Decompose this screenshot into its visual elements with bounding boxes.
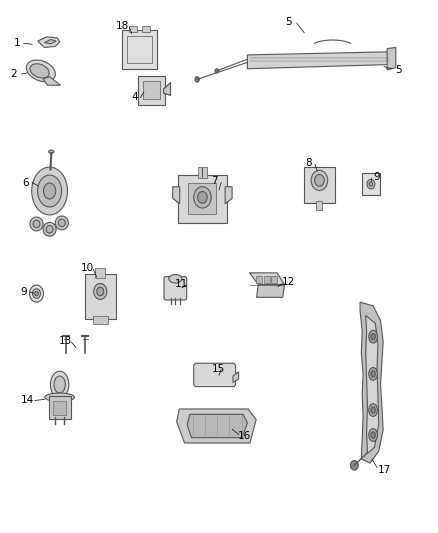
Ellipse shape bbox=[55, 216, 68, 230]
FancyBboxPatch shape bbox=[53, 401, 66, 415]
Text: 8: 8 bbox=[305, 158, 312, 168]
FancyBboxPatch shape bbox=[138, 76, 165, 106]
Text: 5: 5 bbox=[286, 17, 292, 27]
Polygon shape bbox=[360, 302, 383, 463]
Ellipse shape bbox=[371, 334, 375, 340]
Circle shape bbox=[215, 69, 219, 73]
FancyBboxPatch shape bbox=[362, 173, 380, 195]
FancyBboxPatch shape bbox=[271, 276, 277, 283]
Ellipse shape bbox=[32, 167, 67, 215]
Ellipse shape bbox=[43, 183, 56, 199]
Text: 17: 17 bbox=[378, 465, 391, 474]
Polygon shape bbox=[257, 285, 285, 297]
Ellipse shape bbox=[58, 219, 65, 227]
Ellipse shape bbox=[369, 330, 378, 343]
Text: 18: 18 bbox=[116, 21, 129, 31]
Ellipse shape bbox=[314, 174, 324, 186]
FancyBboxPatch shape bbox=[49, 395, 71, 419]
Text: 9: 9 bbox=[374, 172, 380, 182]
Polygon shape bbox=[173, 187, 180, 204]
Polygon shape bbox=[187, 414, 247, 438]
Polygon shape bbox=[387, 47, 396, 70]
FancyBboxPatch shape bbox=[122, 30, 157, 69]
Polygon shape bbox=[366, 316, 379, 454]
Ellipse shape bbox=[94, 284, 107, 300]
Text: 9: 9 bbox=[20, 287, 27, 297]
Ellipse shape bbox=[369, 368, 378, 380]
Ellipse shape bbox=[371, 407, 375, 413]
Ellipse shape bbox=[311, 170, 328, 190]
FancyBboxPatch shape bbox=[304, 167, 335, 203]
Polygon shape bbox=[44, 39, 56, 44]
FancyBboxPatch shape bbox=[178, 175, 227, 223]
Ellipse shape bbox=[46, 225, 53, 233]
Ellipse shape bbox=[371, 370, 375, 377]
FancyBboxPatch shape bbox=[316, 201, 322, 209]
Ellipse shape bbox=[43, 222, 56, 236]
Ellipse shape bbox=[49, 150, 54, 154]
Ellipse shape bbox=[26, 60, 55, 82]
Polygon shape bbox=[225, 187, 232, 204]
FancyBboxPatch shape bbox=[143, 81, 159, 99]
Polygon shape bbox=[38, 37, 60, 47]
Polygon shape bbox=[233, 372, 239, 382]
Text: 4: 4 bbox=[132, 92, 138, 102]
Ellipse shape bbox=[369, 429, 378, 441]
Text: 12: 12 bbox=[281, 278, 295, 287]
Ellipse shape bbox=[35, 292, 38, 296]
FancyBboxPatch shape bbox=[264, 276, 270, 283]
FancyBboxPatch shape bbox=[256, 276, 262, 283]
Circle shape bbox=[350, 461, 358, 470]
Text: 11: 11 bbox=[175, 279, 188, 288]
FancyBboxPatch shape bbox=[194, 364, 236, 386]
FancyBboxPatch shape bbox=[142, 26, 150, 32]
Polygon shape bbox=[250, 273, 285, 285]
Ellipse shape bbox=[198, 191, 207, 203]
Ellipse shape bbox=[50, 371, 69, 398]
Ellipse shape bbox=[369, 182, 373, 186]
Ellipse shape bbox=[369, 403, 378, 416]
Ellipse shape bbox=[30, 64, 49, 78]
Ellipse shape bbox=[30, 217, 43, 231]
Polygon shape bbox=[177, 409, 256, 443]
Text: 10: 10 bbox=[81, 263, 94, 272]
FancyBboxPatch shape bbox=[188, 182, 216, 214]
Text: 6: 6 bbox=[23, 177, 29, 188]
FancyBboxPatch shape bbox=[198, 167, 207, 177]
FancyBboxPatch shape bbox=[95, 268, 106, 278]
Text: 2: 2 bbox=[11, 69, 17, 79]
Ellipse shape bbox=[33, 220, 40, 228]
Text: 16: 16 bbox=[238, 431, 251, 441]
Text: 7: 7 bbox=[211, 176, 218, 187]
FancyBboxPatch shape bbox=[85, 274, 116, 319]
FancyBboxPatch shape bbox=[93, 317, 108, 324]
Polygon shape bbox=[43, 77, 60, 85]
Ellipse shape bbox=[29, 285, 43, 302]
FancyBboxPatch shape bbox=[164, 277, 187, 300]
Ellipse shape bbox=[32, 289, 40, 298]
Ellipse shape bbox=[169, 274, 182, 283]
Polygon shape bbox=[247, 52, 394, 69]
Polygon shape bbox=[163, 83, 170, 95]
Ellipse shape bbox=[54, 376, 65, 393]
FancyBboxPatch shape bbox=[129, 26, 137, 32]
Text: 1: 1 bbox=[14, 38, 21, 48]
Ellipse shape bbox=[367, 179, 375, 189]
Text: 13: 13 bbox=[59, 336, 72, 346]
Ellipse shape bbox=[45, 393, 74, 401]
Ellipse shape bbox=[97, 287, 104, 296]
Text: 14: 14 bbox=[21, 395, 35, 406]
Text: 5: 5 bbox=[395, 65, 401, 75]
Ellipse shape bbox=[371, 432, 375, 438]
Circle shape bbox=[195, 77, 199, 82]
Text: 15: 15 bbox=[212, 364, 225, 374]
Ellipse shape bbox=[194, 187, 211, 208]
Ellipse shape bbox=[38, 175, 62, 207]
